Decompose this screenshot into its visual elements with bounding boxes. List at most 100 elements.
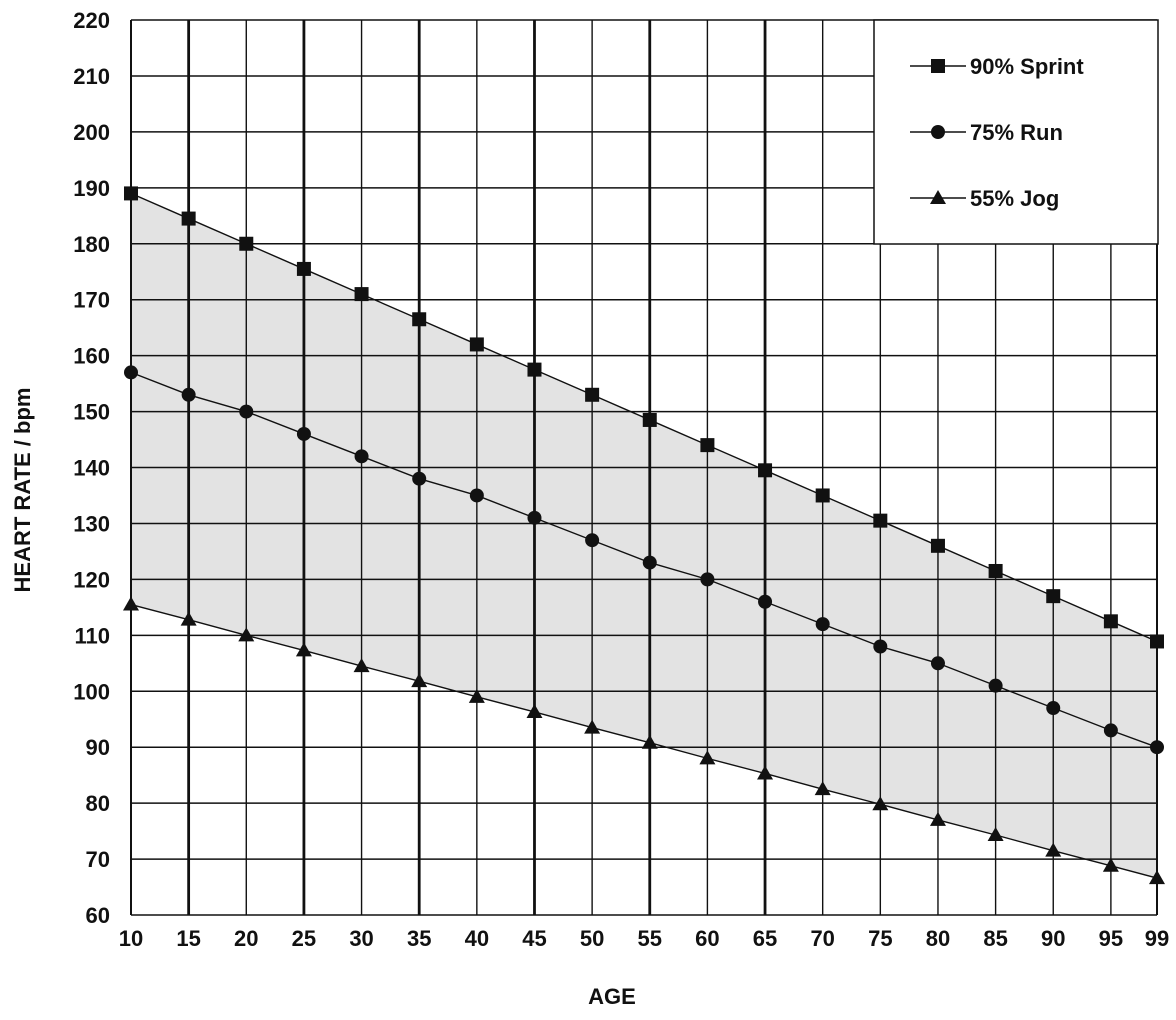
data-point-triangle [1102,857,1119,872]
y-tick-label: 220 [73,8,110,33]
x-axis-label: AGE [588,984,636,1009]
x-tick-label: 99 [1145,926,1169,951]
y-tick-label: 110 [75,623,111,648]
x-tick-label: 55 [638,926,662,951]
x-tick-label: 70 [810,926,834,951]
y-tick-label: 100 [73,679,110,704]
x-tick-label: 60 [695,926,719,951]
data-point-circle [1046,701,1061,716]
data-point-circle [181,387,196,402]
data-point-triangle [987,827,1004,842]
y-tick-label: 80 [86,791,110,816]
data-point-triangle [641,734,658,749]
y-tick-label: 120 [73,567,110,592]
data-point-square [930,538,945,553]
data-point-triangle [468,688,485,703]
data-point-square [815,488,830,503]
legend-marker-square [931,59,945,73]
data-point-triangle [526,703,543,718]
y-tick-label: 70 [86,847,110,872]
y-tick-label: 180 [73,232,110,257]
legend-label: 90% Sprint [970,54,1084,79]
x-tick-label: 35 [407,926,431,951]
x-tick-label: 65 [753,926,777,951]
y-axis-label: HEART RATE / bpm [10,388,35,593]
data-point-square [585,387,600,402]
data-point-triangle [757,765,774,780]
data-point-triangle [1045,842,1062,857]
zone-band-fill [131,193,1157,879]
y-tick-label: 200 [73,120,110,145]
data-point-triangle [699,750,716,765]
data-point-triangle [929,811,946,826]
data-point-circle [354,449,369,464]
series-markers [123,186,1165,885]
data-point-triangle [584,719,601,734]
x-tick-label: 40 [465,926,489,951]
x-tick-label: 15 [176,926,200,951]
data-point-square [296,261,311,276]
data-point-circle [815,617,830,632]
data-point-square [124,186,138,201]
data-point-triangle [123,596,139,611]
data-point-circle [700,572,715,587]
data-point-square [1046,589,1061,604]
data-point-triangle [180,611,197,626]
x-tick-label: 75 [868,926,892,951]
data-point-triangle [872,796,889,811]
legend-marker-circle [931,125,945,139]
data-point-square [988,563,1003,578]
x-tick-label: 85 [983,926,1007,951]
data-point-circle [239,404,254,419]
data-point-triangle [238,627,255,642]
data-point-circle [469,488,484,503]
data-point-square [239,236,254,251]
y-tick-label: 90 [86,735,110,760]
data-point-triangle [814,781,831,796]
y-tick-label: 130 [73,511,110,536]
data-point-square [412,312,427,327]
y-tick-label: 170 [73,288,110,313]
legend-label: 55% Jog [970,186,1059,211]
y-tick-label: 160 [73,344,110,369]
data-point-square [873,513,888,528]
x-tick-label: 45 [522,926,546,951]
y-tick-label: 210 [73,64,110,89]
y-tick-label: 60 [86,903,110,928]
x-tick-label: 50 [580,926,604,951]
data-point-circle [1150,740,1164,755]
data-point-square [1150,634,1164,649]
x-tick-label: 25 [292,926,316,951]
data-point-square [758,463,773,478]
data-point-triangle [1149,870,1165,885]
data-point-square [181,211,196,226]
data-point-square [354,287,369,302]
data-point-circle [585,533,600,548]
data-point-square [642,412,657,427]
y-tick-label: 190 [73,176,110,201]
data-point-circle [988,678,1003,693]
data-point-triangle [411,673,428,688]
data-point-circle [758,594,773,609]
legend-label: 75% Run [970,120,1063,145]
data-point-circle [412,471,427,486]
data-point-square [1103,614,1118,629]
data-point-circle [296,426,311,441]
data-point-circle [930,656,945,671]
x-tick-label: 90 [1041,926,1065,951]
data-point-triangle [353,658,370,673]
legend: 90% Sprint 75% Run 55% Jog [873,19,1159,245]
data-point-square [527,362,542,377]
data-point-circle [527,510,542,525]
data-point-circle [124,365,138,380]
legend-marker-triangle [930,190,946,204]
data-point-circle [873,639,888,654]
data-point-square [700,438,715,453]
y-tick-label: 140 [73,456,110,481]
data-point-triangle [295,642,312,657]
data-point-circle [1103,723,1118,738]
x-tick-label: 10 [119,926,143,951]
x-tick-label: 80 [926,926,950,951]
data-point-square [469,337,484,352]
